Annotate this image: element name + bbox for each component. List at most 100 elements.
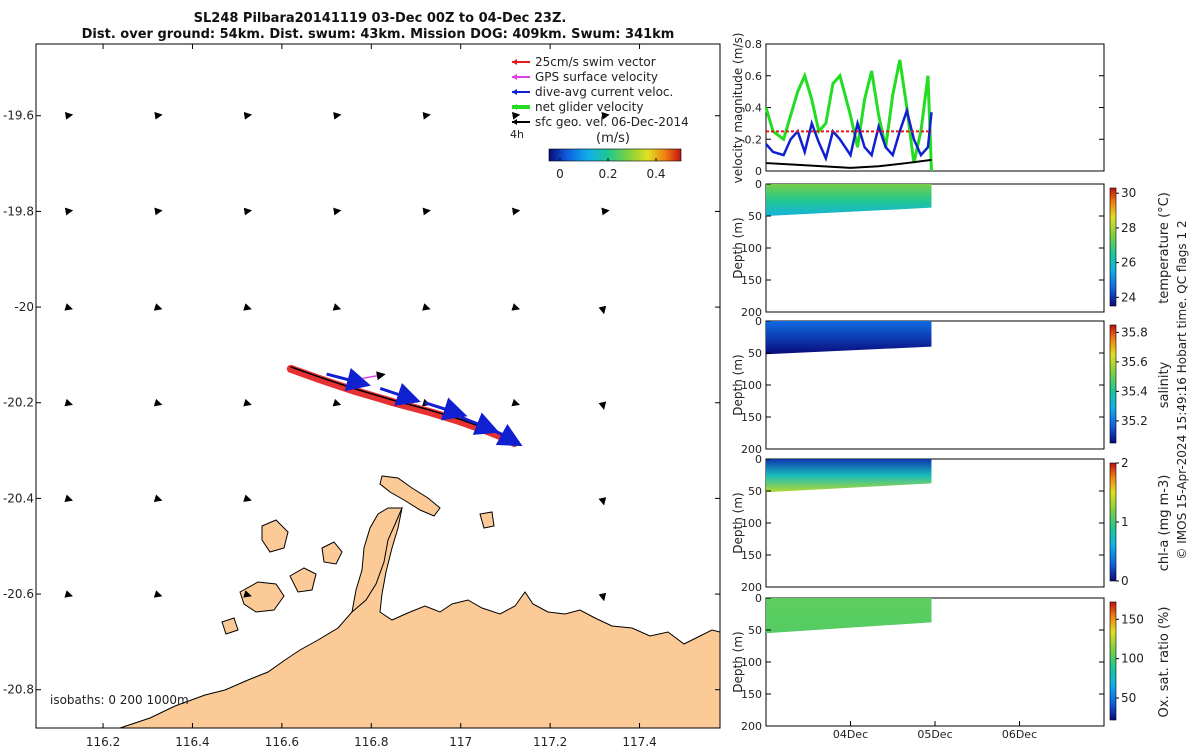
- peninsula: [351, 507, 403, 614]
- section-xtick-label: 05Dec: [917, 728, 952, 741]
- section-xtick-label: 06Dec: [1002, 728, 1037, 741]
- section-ylabel: Depth (m): [731, 217, 745, 278]
- surface-velocity-arrow: [64, 494, 73, 502]
- surface-velocity-arrow: [598, 305, 607, 315]
- surface-velocity-arrow: [511, 398, 521, 407]
- cb-tick-label: 28: [1121, 221, 1136, 235]
- section-ytick-label: 200: [741, 720, 762, 733]
- surface-velocity-arrow: [243, 207, 253, 216]
- surface-velocity-arrow: [601, 207, 610, 216]
- surface-velocity-arrow: [332, 398, 342, 407]
- cb-tick-label: 100: [1121, 652, 1144, 666]
- section-cbar-label: temperature (°C): [1157, 192, 1172, 304]
- legend-cb-tick-label: 0.2: [598, 167, 617, 181]
- section-ytick-label: 150: [741, 688, 762, 701]
- glider-track: [286, 364, 523, 448]
- figure-title-line1: SL248 Pilbara20141119 03-Dec 00Z to 04-D…: [194, 11, 567, 26]
- surface-velocity-arrow: [422, 303, 431, 311]
- cb-tick-label: 50: [1121, 691, 1136, 705]
- section-cbar-label: salinity: [1157, 361, 1172, 408]
- vel-ytick-label: 0.8: [745, 38, 763, 51]
- section-ytick-label: 100: [741, 517, 762, 530]
- surface-velocity-arrow: [243, 398, 252, 407]
- section-ytick-label: 0: [755, 592, 762, 605]
- surface-velocity-arrow: [154, 207, 163, 216]
- legend-arrowhead-0: [512, 59, 517, 65]
- velocity-series-3: [765, 158, 932, 169]
- map-xtick-label: 117: [449, 735, 472, 749]
- legend-cb-tick-label: 0: [556, 167, 564, 181]
- surface-velocity-arrow: [243, 590, 252, 598]
- legend-label-4: sfc geo. vel. 06-Dec-2014: [535, 115, 689, 129]
- section-colorbar: [1109, 601, 1117, 721]
- cb-tick-label: 26: [1121, 256, 1136, 270]
- map-xtick-label: 116.6: [265, 735, 299, 749]
- section-panel-2: 0 50 100 150 200 Depth (m) 0 1 2 chl-a (mg m-3): [731, 453, 1172, 594]
- section-data-band: [766, 459, 932, 493]
- surface-velocity-arrow: [422, 207, 431, 216]
- island-west-3: [289, 567, 317, 593]
- current-vector-arrow: [326, 367, 371, 392]
- surface-velocity-arrow: [333, 111, 342, 120]
- section-ytick-label: 100: [741, 242, 762, 255]
- surface-velocity-arrow: [598, 497, 607, 506]
- legend-colorbar: [548, 148, 682, 162]
- section-ytick-label: 50: [748, 624, 762, 637]
- island-north: [379, 475, 441, 517]
- section-ytick-label: 0: [755, 453, 762, 466]
- vel-ytick-label: 0.4: [745, 102, 763, 115]
- legend-arrowhead-4: [512, 119, 517, 125]
- legend-arrowhead-2: [512, 89, 517, 95]
- surface-velocity-arrow: [153, 590, 163, 598]
- cb-tick-label: 35.4: [1121, 384, 1148, 398]
- section-ytick-label: 200: [741, 443, 762, 456]
- section-colorbar: [1109, 462, 1117, 582]
- velocity-series-1: [765, 106, 933, 163]
- surface-velocity-arrow: [64, 303, 73, 311]
- section-panel-0: 0 50 100 150 200 Depth (m) 24 26 28 30 temperature…: [731, 178, 1172, 319]
- section-ylabel: Depth (m): [731, 492, 745, 553]
- section-ytick-label: 200: [741, 581, 762, 594]
- vel-ytick-label: 0.6: [745, 70, 763, 83]
- section-ytick-label: 150: [741, 411, 762, 424]
- section-cbar-label: chl-a (mg m-3): [1157, 475, 1172, 572]
- island-west-1: [261, 519, 289, 553]
- legend-label-3: net glider velocity: [535, 100, 643, 114]
- section-data-band: [766, 598, 932, 634]
- island-small-1: [479, 511, 495, 529]
- surface-velocity-arrow: [333, 207, 342, 216]
- cb-tick-label: 35.6: [1121, 355, 1148, 369]
- surface-velocity-arrow: [243, 494, 252, 502]
- section-ytick-label: 150: [741, 274, 762, 287]
- section-ytick-label: 50: [748, 347, 762, 360]
- surface-velocity-arrow: [64, 207, 74, 216]
- surface-velocity-arrow: [511, 207, 521, 216]
- section-data-band: [766, 321, 932, 355]
- current-vector-arrow: [379, 382, 421, 406]
- isobaths-label: isobaths: 0 200 1000m: [50, 693, 189, 707]
- surface-velocity-arrow: [598, 592, 607, 602]
- current-vector-arrow: [424, 397, 468, 421]
- velocity-panel: 0 0.2 0.4 0.6 0.8 velocity magnitude (m/s): [731, 33, 1105, 183]
- surface-velocity-arrow: [243, 303, 252, 311]
- section-ylabel: Depth (m): [731, 354, 745, 415]
- legend-label-1: GPS surface velocity: [535, 70, 658, 84]
- section-ytick-label: 50: [748, 485, 762, 498]
- mainland-coast: [119, 506, 720, 728]
- legend-hours-label: 4h: [510, 128, 524, 141]
- cb-tick-label: 35.8: [1121, 325, 1148, 339]
- legend-arrowhead-1: [512, 74, 517, 80]
- cb-tick-label: 0: [1121, 574, 1129, 588]
- surface-velocity-arrow: [511, 303, 521, 311]
- legend-label-2: dive-avg current veloc.: [535, 85, 673, 99]
- surface-velocity-arrow: [64, 398, 73, 407]
- cb-tick-label: 150: [1121, 612, 1144, 626]
- map-xtick-label: 117.2: [533, 735, 567, 749]
- map-land: [119, 475, 720, 728]
- map-xtick-label: 116.4: [175, 735, 209, 749]
- map-ytick-label: -19.6: [3, 109, 34, 123]
- section-ytick-label: 100: [741, 656, 762, 669]
- map-ytick-label: -19.8: [3, 204, 34, 218]
- cb-tick-label: 2: [1121, 456, 1129, 470]
